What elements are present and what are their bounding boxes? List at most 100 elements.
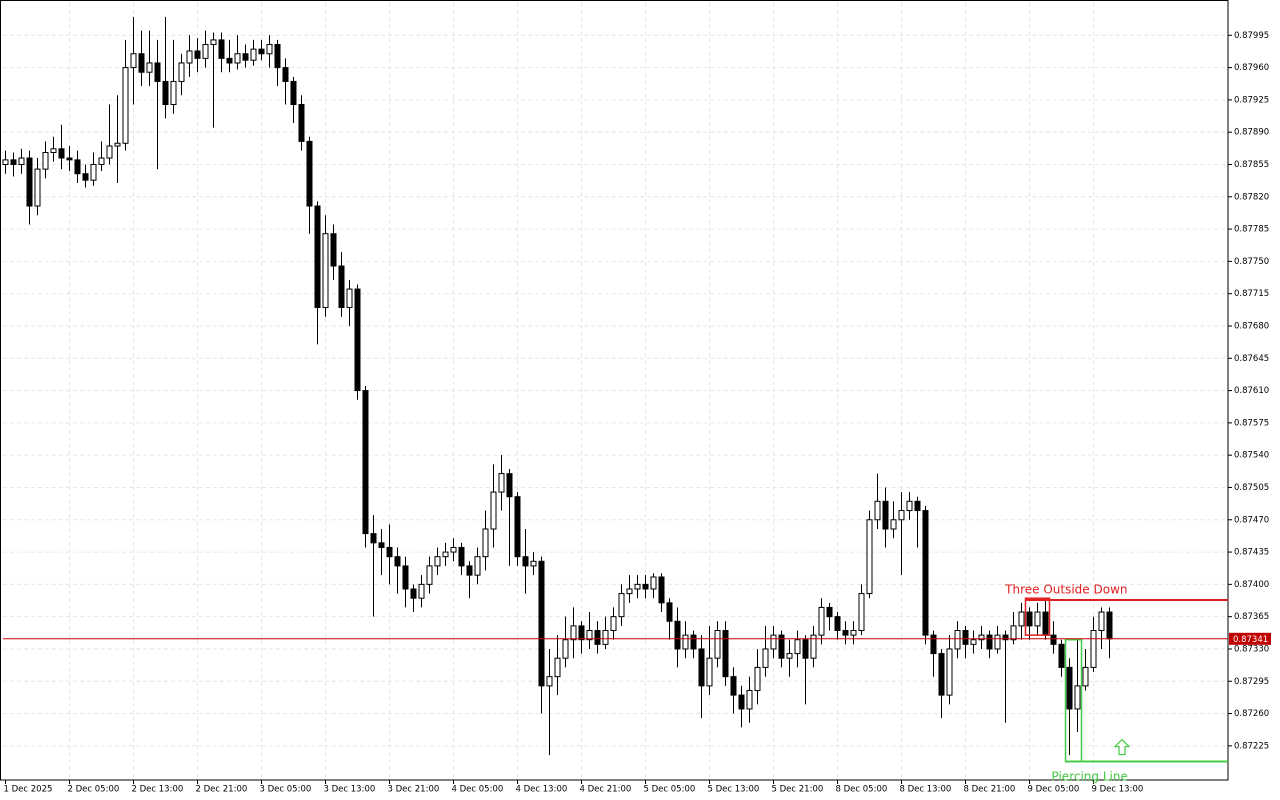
y-tick-label: 0.87225 <box>1234 741 1269 751</box>
candle-body <box>506 473 513 498</box>
candle-body <box>66 157 73 161</box>
candle-body <box>866 519 873 595</box>
candle-body <box>2 159 9 165</box>
candle-body <box>1066 666 1073 710</box>
y-tick-label: 0.87820 <box>1234 192 1269 202</box>
y-tick-label: 0.87960 <box>1234 63 1269 73</box>
candle-body <box>10 159 17 165</box>
candle-body <box>482 528 489 558</box>
candle-body <box>1106 611 1113 640</box>
candle-body <box>770 634 777 650</box>
candle-body <box>890 519 897 530</box>
candle-body <box>690 634 697 650</box>
candle-body <box>18 157 25 165</box>
candle-body <box>570 625 577 641</box>
candle-body <box>354 288 361 392</box>
y-tick-label: 0.87890 <box>1234 128 1269 138</box>
candle-body <box>50 148 57 153</box>
candle-body <box>258 48 265 55</box>
candle-body <box>442 551 449 558</box>
x-tick-label: 2 Dec 05:00 <box>68 785 120 795</box>
candle-body <box>450 546 457 553</box>
candle-body <box>138 53 145 73</box>
candle-body <box>754 666 761 691</box>
candle-body <box>554 657 561 678</box>
candle-body <box>1034 611 1041 627</box>
y-tick-label: 0.87855 <box>1234 160 1269 170</box>
candle-body <box>562 639 569 659</box>
candle-body <box>882 500 889 530</box>
candle-body <box>162 80 169 106</box>
y-tick-label: 0.87400 <box>1234 580 1269 590</box>
candle-body <box>650 576 657 590</box>
candle-body <box>322 233 329 309</box>
candle-body <box>922 510 929 636</box>
y-tick-label: 0.87645 <box>1234 354 1269 364</box>
candle-body <box>618 593 625 618</box>
candle-body <box>674 620 681 650</box>
candle-body <box>642 583 649 590</box>
candle-body <box>338 265 345 309</box>
candle-body <box>1042 611 1049 636</box>
candle-body <box>114 142 121 147</box>
candle-body <box>706 657 713 687</box>
candle-body <box>946 648 953 696</box>
candle-body <box>994 634 1001 650</box>
x-tick-label: 4 Dec 13:00 <box>516 785 568 795</box>
candle-body <box>826 606 833 618</box>
y-tick-label: 0.87715 <box>1234 289 1269 299</box>
x-tick-label: 4 Dec 21:00 <box>580 785 632 795</box>
candle-body <box>202 44 209 59</box>
candle-body <box>594 630 601 645</box>
y-tick-label: 0.87680 <box>1234 321 1269 331</box>
candle-body <box>914 500 921 512</box>
x-tick-label: 9 Dec 05:00 <box>1028 785 1080 795</box>
candle-body <box>842 630 849 636</box>
candle-body <box>266 44 273 55</box>
plot-frame <box>0 0 1229 781</box>
candle-body <box>786 653 793 659</box>
candle-body <box>634 583 641 590</box>
candle-body <box>602 630 609 645</box>
candle-body <box>386 546 393 558</box>
candle-body <box>898 510 905 521</box>
candle-body <box>178 62 185 82</box>
candle-body <box>1010 625 1017 641</box>
y-tick-label: 0.87365 <box>1234 612 1269 622</box>
candle-body <box>794 639 801 655</box>
candle-body <box>314 205 321 309</box>
candle-body <box>226 57 233 64</box>
candle-body <box>930 634 937 655</box>
x-tick-label: 5 Dec 13:00 <box>708 785 760 795</box>
candle-body <box>106 145 113 159</box>
x-tick-label: 3 Dec 05:00 <box>260 785 312 795</box>
candle-body <box>90 163 97 181</box>
candle-body <box>954 630 961 650</box>
candle-body <box>1074 685 1081 710</box>
candle-body <box>986 634 993 650</box>
candle-body <box>330 233 337 267</box>
candle-body <box>218 39 225 59</box>
candle-body <box>298 104 305 142</box>
y-tick-label: 0.87260 <box>1234 709 1269 719</box>
candle-body <box>1082 666 1089 687</box>
candle-body <box>242 53 249 61</box>
candle-body <box>810 634 817 659</box>
candle-body <box>962 630 969 645</box>
candle-body <box>666 602 673 622</box>
candle-body <box>1090 630 1097 668</box>
y-tick-label: 0.87435 <box>1234 548 1269 558</box>
candle-body <box>906 500 913 512</box>
candle-body <box>194 50 201 59</box>
pattern-arrow <box>1113 738 1131 756</box>
y-tick-label: 0.87750 <box>1234 257 1269 267</box>
candle-body <box>410 588 417 599</box>
candle-body <box>82 173 89 181</box>
candle-body <box>74 159 81 175</box>
candle-body <box>474 556 481 576</box>
y-tick-label: 0.87785 <box>1234 225 1269 235</box>
candle-body <box>466 565 473 576</box>
candle-body <box>1050 634 1057 645</box>
pattern-box <box>1024 597 1051 636</box>
